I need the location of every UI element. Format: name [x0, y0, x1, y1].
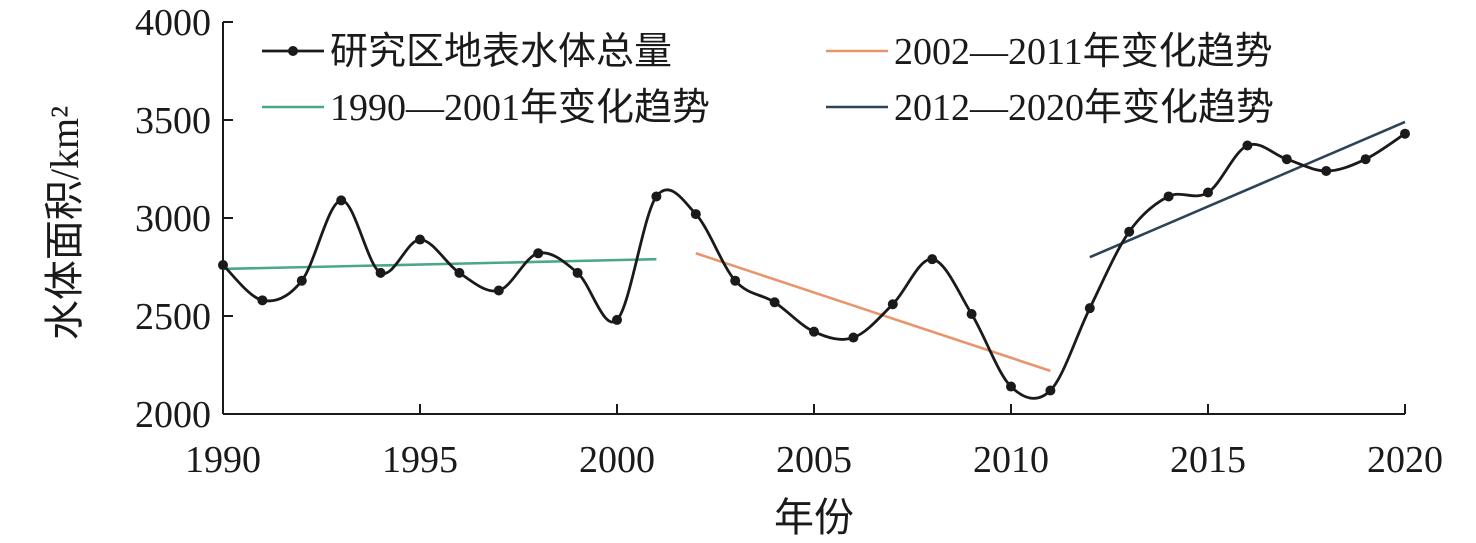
- data-point-2009: [966, 309, 977, 320]
- data-point-2010: [1006, 381, 1016, 392]
- data-point-2019: [1360, 154, 1371, 165]
- data-point-2003: [730, 275, 741, 286]
- axes: 2000 2500 3000 3500 4000 1990 1995 2000 2005 2010…: [42, 2, 1443, 540]
- data-point-2011: [1045, 385, 1056, 396]
- data-point-2012: [1084, 303, 1095, 314]
- x-axis-title: 年份: [774, 495, 854, 540]
- data-point-2008: [927, 254, 938, 265]
- trend-line-2: [222, 257, 657, 271]
- data-point-1990: [218, 260, 228, 271]
- y-tick-label: 3500: [135, 100, 211, 142]
- legend-marker: [288, 46, 298, 56]
- y-tick-label: 2000: [135, 394, 211, 436]
- trend-line-1: [695, 252, 1051, 373]
- data-point-2002: [690, 209, 701, 220]
- legend: 研究区地表水体总量 2002—2011年变化趋势 1990—2001年变化趋势 201…: [262, 31, 1274, 129]
- data-point-2013: [1124, 226, 1135, 237]
- data-point-2020: [1400, 128, 1410, 139]
- y-tick-label: 4000: [135, 2, 211, 44]
- data-point-2017: [1281, 154, 1292, 165]
- data-point-2018: [1321, 165, 1332, 176]
- data-point-1994: [375, 267, 386, 278]
- legend-item-1: 2002—2011年变化趋势: [826, 31, 1273, 73]
- data-point-2004: [769, 297, 780, 308]
- data-point-1997: [493, 285, 504, 296]
- legend-item-3: 2012—2020年变化趋势: [826, 87, 1274, 129]
- data-point-2001: [651, 191, 662, 202]
- trend-line-3: [1089, 120, 1406, 259]
- x-tick-label: 2020: [1367, 439, 1443, 481]
- x-tick-label: 2005: [776, 439, 852, 481]
- x-tick-label: 2010: [973, 439, 1049, 481]
- data-point-2016: [1242, 140, 1253, 151]
- legend-label: 2012—2020年变化趋势: [894, 87, 1274, 129]
- x-tick-label: 2000: [579, 439, 655, 481]
- data-point-2005: [809, 326, 819, 337]
- legend-label: 研究区地表水体总量: [330, 31, 672, 73]
- data-point-1999: [572, 267, 583, 278]
- data-point-1996: [454, 267, 465, 278]
- data-point-1992: [296, 275, 307, 286]
- data-point-2007: [887, 299, 898, 310]
- main-series: [218, 128, 1410, 400]
- data-point-2014: [1163, 191, 1174, 202]
- y-tick-label: 3000: [135, 198, 211, 240]
- data-point-2015: [1203, 187, 1213, 198]
- x-tick-label: 1990: [185, 439, 261, 481]
- data-point-1991: [257, 295, 268, 306]
- data-point-1995: [415, 234, 425, 245]
- data-point-1998: [533, 248, 544, 259]
- data-point-1993: [336, 195, 347, 206]
- y-axis-title: 水体面积/km²: [42, 106, 87, 340]
- x-tick-label: 2015: [1170, 439, 1246, 481]
- legend-item-0: 研究区地表水体总量: [262, 31, 672, 73]
- legend-label: 2002—2011年变化趋势: [894, 31, 1273, 73]
- legend-label: 1990—2001年变化趋势: [330, 87, 710, 129]
- y-tick-label: 2500: [135, 296, 211, 338]
- data-point-2006: [848, 332, 859, 343]
- data-point-2000: [612, 314, 622, 325]
- legend-item-2: 1990—2001年变化趋势: [262, 87, 710, 129]
- x-tick-label: 1995: [382, 439, 458, 481]
